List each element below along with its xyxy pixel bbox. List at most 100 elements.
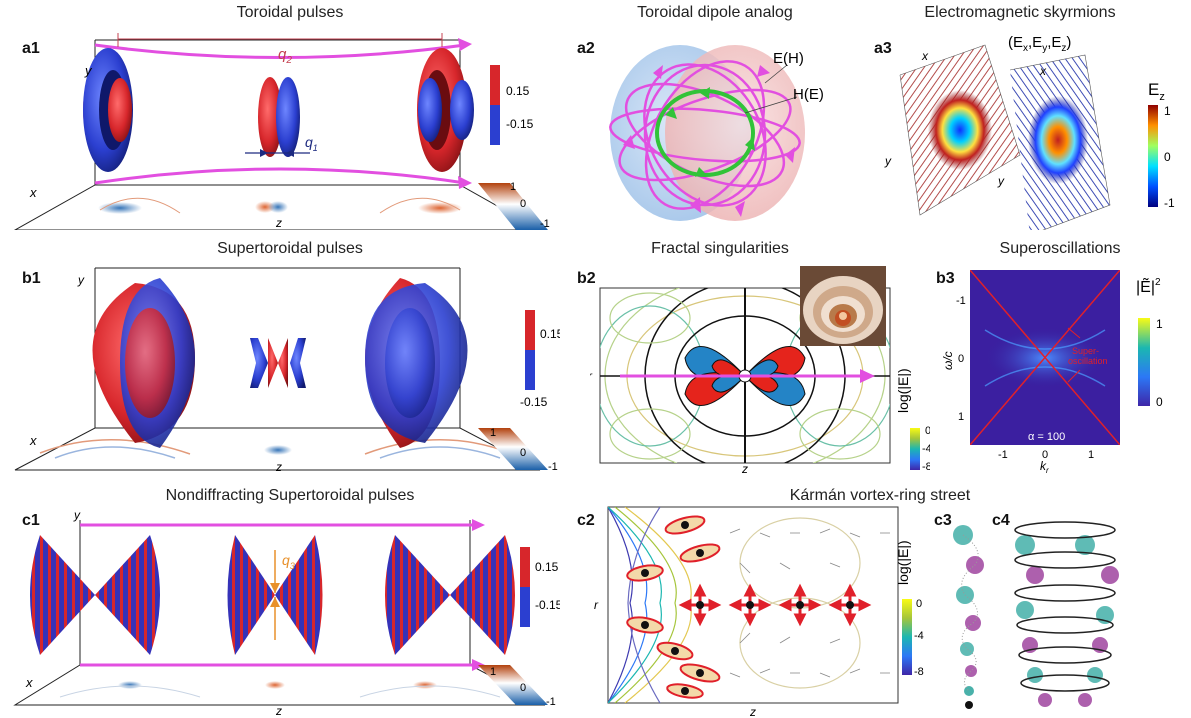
b3-cbar-bottom: 0 bbox=[1156, 395, 1163, 409]
a1-colorbar-top: 0.15 bbox=[506, 84, 530, 98]
c1-floor-top: 1 bbox=[490, 666, 496, 678]
b1-colorbar-top: 0.15 bbox=[540, 327, 560, 341]
panel-b2-title: Fractal singularities bbox=[651, 240, 789, 257]
panel-b2-label: b2 bbox=[577, 270, 596, 287]
panel-c2-title: Kármán vortex-ring street bbox=[789, 487, 971, 504]
b3-ylabel: ω/c bbox=[941, 351, 955, 370]
panel-b1: y x z 0.15 -0.15 1 0 -1 bbox=[14, 267, 560, 473]
panel-c4-label: c4 bbox=[992, 512, 1010, 529]
panel-b2: r z log(|E|) 0 -4 -8 bbox=[590, 266, 930, 473]
panel-c1: q3 y x z 0.15 -0.15 1 0 -1 bbox=[13, 508, 560, 715]
c1-floor-pattern bbox=[59, 681, 501, 698]
a1-axis-z: z bbox=[275, 216, 282, 230]
c2-saddle-points bbox=[678, 583, 872, 627]
c4-helix-street bbox=[1014, 521, 1119, 707]
c2-axis-z: z bbox=[749, 705, 756, 718]
a2-label-h: H(E) bbox=[793, 86, 824, 103]
a3-right-skyrmion bbox=[1009, 54, 1111, 230]
c1-floor-colorbar bbox=[478, 665, 548, 705]
c1-right-hourglass bbox=[385, 535, 515, 655]
panel-a1-title: Toroidal pulses bbox=[236, 4, 344, 21]
a3-axis-y2: y bbox=[997, 174, 1005, 188]
a1-right-torus bbox=[417, 48, 474, 172]
b1-left-supertoroid bbox=[92, 278, 195, 448]
panel-a3-title: Electromagnetic skyrmions bbox=[924, 4, 1116, 21]
c2-vortex-rings bbox=[626, 515, 721, 699]
a3-left-skyrmion bbox=[899, 44, 1021, 216]
a1-axis-x: x bbox=[29, 185, 37, 200]
c2-quiver bbox=[729, 528, 890, 678]
b2-axis-r: r bbox=[590, 369, 593, 383]
a2-e-leader bbox=[764, 64, 788, 84]
b3-xtick-2: 1 bbox=[1088, 449, 1094, 461]
b1-axis-y: y bbox=[77, 273, 85, 287]
panel-c1-title: Nondiffracting Supertoroidal pulses bbox=[165, 487, 415, 504]
panel-a2-label: a2 bbox=[577, 40, 595, 57]
b2-inset-photo bbox=[800, 266, 886, 346]
a1-floor-pattern bbox=[98, 197, 462, 214]
panel-b1-label: b1 bbox=[22, 270, 41, 287]
c1-floor-bottom: -1 bbox=[546, 696, 556, 708]
panel-a3-label: a3 bbox=[874, 40, 892, 57]
c1-axis-x: x bbox=[25, 675, 33, 690]
b3-cbar-top: 1 bbox=[1156, 317, 1163, 331]
panel-c2: r z log(|E|) 0 -4 -8 bbox=[594, 506, 924, 718]
a3-axis-x2: x bbox=[1039, 64, 1047, 78]
a2-label-e: E(H) bbox=[773, 50, 804, 67]
c1-colorbar-bottom: -0.15 bbox=[535, 598, 560, 612]
c2-cbar-bottom: -8 bbox=[914, 666, 924, 678]
b1-floor-bottom: -1 bbox=[548, 461, 558, 473]
b2-colorbar bbox=[910, 428, 920, 470]
a1-bottom-arrowhead bbox=[458, 176, 472, 189]
c2-cbar-title: log(|E|) bbox=[895, 540, 911, 585]
panel-a2-title: Toroidal dipole analog bbox=[637, 4, 793, 21]
a3-cbar-mid: 0 bbox=[1164, 150, 1171, 164]
c1-top-arrowhead bbox=[472, 519, 485, 531]
b1-center-supertoroid bbox=[250, 338, 306, 388]
panel-c3-label: c3 bbox=[934, 512, 952, 529]
panel-a3: x y x y (Ex,Ey,Ez) Ez 1 0 -1 bbox=[884, 34, 1175, 230]
b1-floor-mid: 0 bbox=[520, 447, 526, 459]
b3-cbar-title: |Ẽ|2 bbox=[1136, 276, 1161, 296]
a1-left-torus bbox=[83, 48, 133, 172]
a3-axis-x1: x bbox=[921, 49, 929, 63]
a3-field-label: (Ex,Ey,Ez) bbox=[1008, 34, 1071, 54]
panel-a2: E(H) H(E) bbox=[609, 45, 824, 221]
c1-axis-z: z bbox=[275, 704, 282, 715]
c2-axis-r: r bbox=[594, 598, 599, 612]
b1-floor-colorbar bbox=[478, 428, 548, 470]
b1-colorbar-bottom: -0.15 bbox=[520, 395, 548, 409]
c1-axis-y: y bbox=[73, 508, 81, 522]
a1-floor-top: 1 bbox=[510, 181, 516, 193]
c3-particle-street bbox=[953, 525, 984, 709]
panel-a1: q2 q1 y x z 0.15 -0.15 1 0 -1 bbox=[13, 33, 550, 230]
a3-axis-y1: y bbox=[884, 154, 892, 168]
b2-cbar-bottom: -8 bbox=[922, 461, 930, 473]
c1-left-hourglass bbox=[30, 535, 160, 655]
c1-center-hourglass bbox=[227, 535, 323, 655]
c2-cbar-mid: -4 bbox=[914, 630, 924, 642]
a1-colorbar-bottom: -0.15 bbox=[506, 117, 534, 131]
panel-c1-label: c1 bbox=[22, 512, 40, 529]
a1-axis-y: y bbox=[84, 63, 93, 78]
b3-alpha: α = 100 bbox=[1028, 431, 1065, 443]
b3-ytick-2: 1 bbox=[958, 411, 964, 423]
c1-colorbar-top: 0.15 bbox=[535, 560, 559, 574]
b3-annotation-1: Super- bbox=[1072, 346, 1099, 356]
b2-axis-z: z bbox=[741, 462, 748, 473]
b1-colorbar bbox=[525, 310, 535, 390]
b1-axis-x: x bbox=[29, 433, 37, 448]
a1-top-arrowhead bbox=[458, 38, 472, 51]
a3-cbar-title: Ez bbox=[1148, 80, 1165, 103]
c1-floor-mid: 0 bbox=[520, 682, 526, 694]
a2-field-loops bbox=[609, 60, 801, 210]
a2-green-arrowheads bbox=[665, 87, 755, 177]
c1-colorbar bbox=[520, 547, 530, 627]
a1-top-arrow bbox=[94, 43, 466, 59]
panel-a1-label: a1 bbox=[22, 40, 40, 57]
a1-colorbar bbox=[490, 65, 500, 145]
a1-bottom-arrow bbox=[94, 167, 466, 185]
c1-frame bbox=[13, 520, 546, 706]
panel-b3: Super- oscillation α = 100 -1 0 1 -1 0 1… bbox=[941, 270, 1163, 473]
b1-floor-top: 1 bbox=[490, 427, 496, 439]
